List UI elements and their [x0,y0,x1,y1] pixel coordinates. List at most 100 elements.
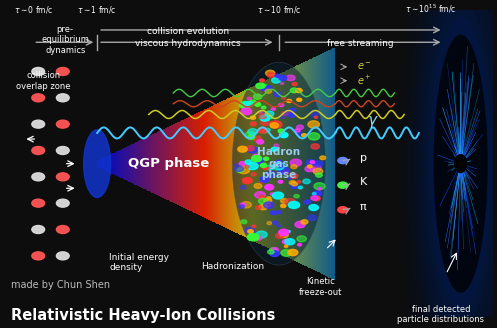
Circle shape [265,89,271,93]
Circle shape [260,176,269,182]
Polygon shape [263,81,264,246]
Circle shape [278,103,284,107]
Circle shape [260,119,270,126]
Polygon shape [255,85,256,242]
Polygon shape [261,82,262,245]
Circle shape [270,251,279,256]
Polygon shape [289,69,290,258]
Circle shape [318,188,322,190]
Polygon shape [254,86,255,242]
Polygon shape [119,150,120,177]
Circle shape [248,230,253,233]
Polygon shape [256,85,257,242]
Circle shape [298,243,302,246]
Circle shape [310,165,322,172]
Polygon shape [264,81,265,246]
Circle shape [254,184,262,188]
Polygon shape [206,109,207,219]
Polygon shape [309,59,310,268]
Polygon shape [210,107,211,220]
Circle shape [256,83,265,89]
Polygon shape [151,135,152,193]
Circle shape [288,177,291,179]
Circle shape [251,155,261,162]
Circle shape [238,166,249,174]
Circle shape [320,156,326,160]
Circle shape [280,133,288,138]
Circle shape [313,196,320,201]
Polygon shape [97,161,98,167]
Polygon shape [124,148,125,180]
Circle shape [254,192,265,198]
Polygon shape [248,89,249,239]
Circle shape [239,205,245,208]
Circle shape [272,192,283,199]
Polygon shape [220,102,221,225]
Circle shape [258,198,267,204]
Circle shape [291,182,298,186]
Polygon shape [118,151,119,176]
Circle shape [281,82,284,84]
Polygon shape [318,55,319,272]
Polygon shape [311,59,312,269]
Circle shape [258,113,267,119]
Circle shape [245,132,255,138]
Polygon shape [98,160,99,167]
Polygon shape [130,145,131,182]
Polygon shape [188,117,189,210]
Polygon shape [240,92,241,235]
Circle shape [235,164,238,166]
Circle shape [258,111,262,113]
Polygon shape [323,53,324,274]
Polygon shape [113,153,114,174]
Circle shape [301,220,308,224]
Circle shape [56,252,69,260]
Text: Hadronization: Hadronization [201,262,264,271]
Polygon shape [194,114,195,213]
Polygon shape [122,149,123,178]
Circle shape [32,120,45,128]
Circle shape [300,221,304,223]
Polygon shape [204,110,205,218]
Circle shape [251,173,256,176]
Polygon shape [214,105,215,222]
Polygon shape [208,108,209,220]
Circle shape [297,98,302,101]
Circle shape [56,173,69,181]
Polygon shape [290,69,291,259]
Circle shape [267,250,274,254]
Circle shape [281,96,286,99]
Circle shape [262,202,271,207]
Circle shape [308,133,320,140]
Ellipse shape [454,154,467,173]
Circle shape [253,136,261,141]
Polygon shape [273,76,274,251]
Polygon shape [226,99,227,228]
Circle shape [257,140,263,144]
Text: Kinetic
freeze-out: Kinetic freeze-out [299,277,342,297]
Circle shape [313,191,322,196]
Polygon shape [131,144,132,183]
Polygon shape [142,139,143,188]
Text: $e^+$: $e^+$ [357,74,372,87]
Polygon shape [106,156,107,171]
Polygon shape [326,51,327,276]
Circle shape [245,227,255,234]
Polygon shape [234,95,235,232]
Circle shape [247,97,251,100]
Polygon shape [184,119,185,208]
Circle shape [32,252,45,260]
Circle shape [313,169,323,174]
Circle shape [315,161,323,166]
Circle shape [263,166,268,170]
Polygon shape [262,82,263,246]
Circle shape [239,162,246,166]
Circle shape [289,181,296,185]
Polygon shape [102,158,103,169]
Circle shape [275,74,280,77]
Circle shape [280,233,288,238]
Circle shape [241,203,246,206]
Text: $\gamma$: $\gamma$ [367,114,379,130]
Text: $\tau\sim0$ fm/c: $\tau\sim0$ fm/c [13,4,53,15]
Text: $\tau\sim10$ fm/c: $\tau\sim10$ fm/c [256,4,301,15]
